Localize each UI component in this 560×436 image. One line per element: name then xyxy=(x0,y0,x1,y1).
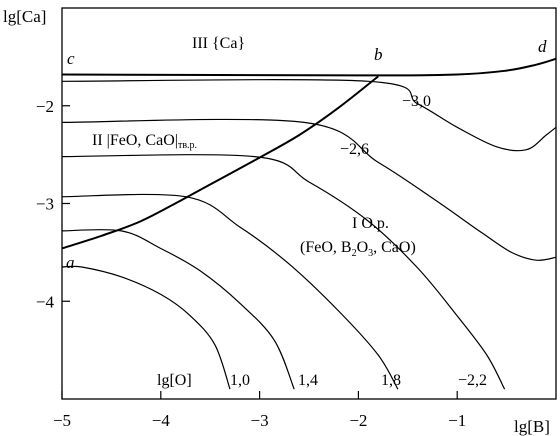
axis-ticks: −5 −4 −3 −2 −1 −2 −3 −4 xyxy=(36,97,466,430)
x-tick-label: −1 xyxy=(448,411,466,430)
point-label-b: b xyxy=(374,45,383,64)
contour-label-1-8: 1,8 xyxy=(381,372,401,389)
contour-line-2 xyxy=(61,193,399,390)
region-I-label-line2: (FeO, B2O3, CaO) xyxy=(300,239,416,259)
x-tick-label: −4 xyxy=(152,411,171,430)
region-I-sub-2: 3 xyxy=(368,248,373,259)
boundary-group xyxy=(61,57,557,250)
x-tick-label: −3 xyxy=(251,411,269,430)
region-II-label: II |FeO, CaO|тв.р. xyxy=(92,132,197,151)
point-label-a: a xyxy=(66,253,75,272)
region-II-text: II |FeO, CaO| xyxy=(92,132,178,149)
y-tick-label: −2 xyxy=(36,97,54,116)
contour-label-2-6: −2,6 xyxy=(340,141,369,158)
y-axis-label: lg[Ca] xyxy=(3,7,46,26)
contour-label-3-0: −3,0 xyxy=(402,93,431,110)
region-I-sub-1: 2 xyxy=(352,248,357,259)
point-label-d: d xyxy=(538,37,547,56)
y-tick-label: −4 xyxy=(36,292,55,311)
contour-line-0 xyxy=(61,265,231,390)
boundary-a-b xyxy=(61,75,379,250)
x-axis-label: lg[B] xyxy=(514,417,550,436)
contour-line-1 xyxy=(61,228,295,390)
region-I-text-a: (FeO, B xyxy=(300,239,352,256)
x-tick-label: −5 xyxy=(53,411,71,430)
contour-line-3 xyxy=(61,154,506,390)
region-II-subscript: тв.р. xyxy=(178,140,197,151)
contour-label-2-2: −2,2 xyxy=(458,372,487,389)
region-III-label: III {Ca} xyxy=(192,35,245,52)
contour-label-1-4: 1,4 xyxy=(298,372,318,389)
contour-group xyxy=(61,79,557,390)
boundary-c-d xyxy=(61,57,557,77)
x-tick-label: −2 xyxy=(349,411,367,430)
region-I-text-c: , CaO) xyxy=(373,239,416,256)
y-tick-label: −3 xyxy=(36,195,54,214)
contour-label-1-0: 1,0 xyxy=(230,372,250,389)
contour-param-label: lg[O] xyxy=(157,372,192,389)
plot-frame xyxy=(61,7,557,400)
region-I-text-b: O xyxy=(357,239,369,256)
contour-line-5 xyxy=(61,79,557,152)
region-I-label-line1: I О.р. xyxy=(352,215,389,232)
point-label-c: c xyxy=(67,49,75,68)
contour-line-4 xyxy=(61,118,557,261)
